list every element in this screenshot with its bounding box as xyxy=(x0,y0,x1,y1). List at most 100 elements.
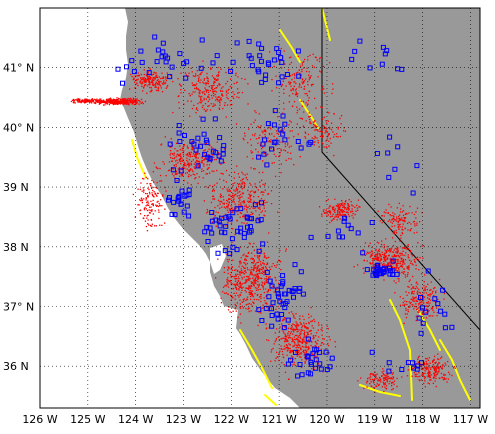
epicenter-dot xyxy=(238,195,240,197)
epicenter-dot xyxy=(187,100,189,102)
epicenter-dot xyxy=(70,100,73,103)
epicenter-dot xyxy=(408,212,410,214)
graticule xyxy=(40,8,480,408)
epicenter-dot xyxy=(254,277,257,279)
epicenter-dot xyxy=(415,315,417,318)
epicenter-dot xyxy=(299,84,301,86)
epicenter-dot xyxy=(381,259,383,261)
epicenter-dot xyxy=(328,210,330,212)
epicenter-dot xyxy=(104,104,106,106)
epicenter-dot xyxy=(148,83,150,86)
epicenter-dot xyxy=(383,260,385,263)
epicenter-dot xyxy=(391,389,393,391)
epicenter-dot xyxy=(235,72,237,74)
epicenter-dot xyxy=(311,368,313,370)
epicenter-dot xyxy=(397,223,399,225)
epicenter-dot xyxy=(253,168,255,170)
epicenter-dot xyxy=(271,133,273,135)
epicenter-dot xyxy=(393,254,396,257)
epicenter-dot xyxy=(284,63,286,65)
station-marker xyxy=(255,218,261,224)
epicenter-dot xyxy=(135,100,138,102)
epicenter-dot xyxy=(200,73,202,76)
epicenter-dot xyxy=(356,204,358,206)
epicenter-dot xyxy=(342,202,344,204)
epicenter-dot xyxy=(286,340,288,343)
epicenter-dot xyxy=(401,226,404,228)
epicenter-dot xyxy=(443,377,445,379)
epicenter-dot xyxy=(226,258,228,261)
epicenter-dot xyxy=(259,252,261,254)
epicenter-dot xyxy=(213,184,216,186)
epicenter-dot xyxy=(247,278,250,280)
epicenter-dot xyxy=(250,167,252,169)
epicenter-dot xyxy=(396,267,398,269)
epicenter-dot xyxy=(397,247,399,249)
station-marker xyxy=(263,72,269,78)
epicenter-dot xyxy=(219,201,221,203)
epicenter-dot xyxy=(428,365,430,367)
epicenter-dot xyxy=(283,92,285,94)
epicenter-dot xyxy=(159,84,161,86)
epicenter-dot xyxy=(447,378,449,380)
station-marker xyxy=(244,214,250,220)
epicenter-dot xyxy=(400,258,402,260)
epicenter-dot xyxy=(246,298,248,300)
epicenter-dot xyxy=(223,148,226,150)
epicenter-dot xyxy=(330,128,333,131)
epicenter-dot xyxy=(203,153,205,155)
epicenter-dot xyxy=(370,381,372,383)
epicenter-dot xyxy=(339,209,341,211)
epicenter-dot xyxy=(213,159,215,161)
epicenter-dot xyxy=(273,162,275,164)
epicenter-dot xyxy=(423,284,425,287)
epicenter-dot xyxy=(160,180,163,182)
epicenter-dot xyxy=(419,379,421,382)
epicenter-dot xyxy=(297,344,299,346)
epicenter-dot xyxy=(293,345,296,347)
epicenter-dot xyxy=(332,213,334,215)
epicenter-dot xyxy=(401,253,403,255)
station-marker xyxy=(284,72,290,77)
epicenter-dot xyxy=(381,215,383,217)
epicenter-dot xyxy=(325,140,327,142)
epicenter-dot xyxy=(291,355,293,357)
epicenter-dot xyxy=(328,211,331,213)
epicenter-dot xyxy=(371,253,373,255)
epicenter-dot xyxy=(221,93,223,95)
epicenter-dot xyxy=(391,218,394,220)
epicenter-dot xyxy=(198,166,200,168)
epicenter-dot xyxy=(206,173,209,175)
epicenter-dot xyxy=(139,81,141,83)
epicenter-dot xyxy=(122,101,125,103)
epicenter-dot xyxy=(295,313,297,315)
epicenter-dot xyxy=(254,287,257,289)
epicenter-dot xyxy=(180,157,182,159)
epicenter-dot xyxy=(162,194,164,196)
epicenter-dot xyxy=(300,353,302,355)
epicenter-dot xyxy=(240,180,242,182)
epicenter-dot xyxy=(290,61,293,64)
epicenter-dot xyxy=(327,342,329,345)
epicenter-dot xyxy=(307,103,309,105)
epicenter-dot xyxy=(257,269,260,271)
epicenter-dot xyxy=(239,263,241,265)
epicenter-dot xyxy=(239,306,241,308)
epicenter-dot xyxy=(414,225,416,227)
epicenter-dot xyxy=(226,188,228,190)
epicenter-dot xyxy=(144,215,146,217)
epicenter-dot xyxy=(351,204,353,206)
epicenter-dot xyxy=(105,102,107,104)
epicenter-dot xyxy=(226,281,228,283)
epicenter-dot xyxy=(382,256,385,258)
epicenter-dot xyxy=(207,150,209,152)
epicenter-dot xyxy=(214,87,216,90)
epicenter-dot xyxy=(140,182,142,184)
epicenter-dot xyxy=(310,84,313,87)
epicenter-dot xyxy=(259,127,261,129)
epicenter-dot xyxy=(159,180,161,182)
epicenter-dot xyxy=(160,77,162,80)
epicenter-dot xyxy=(402,205,404,207)
epicenter-dot xyxy=(377,253,379,255)
epicenter-dot xyxy=(78,98,81,100)
